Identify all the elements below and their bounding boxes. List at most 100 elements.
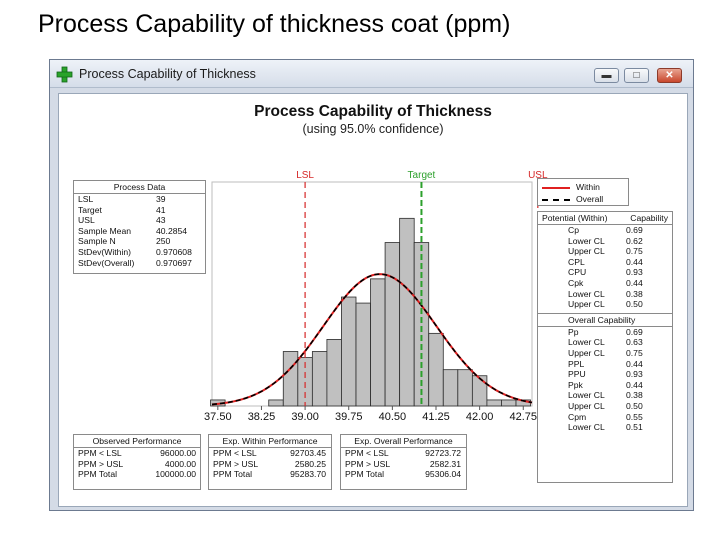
table-row: StDev(Within) 0.970608 bbox=[74, 247, 205, 258]
table-row: Target 41 bbox=[74, 205, 205, 216]
legend-overall: Overall bbox=[576, 194, 604, 204]
row-label: PPU bbox=[568, 369, 586, 380]
table-row: Lower CL 0.63 bbox=[538, 337, 672, 348]
row-value: 0.55 bbox=[626, 411, 643, 422]
row-label: Upper CL bbox=[568, 246, 605, 257]
table-row: Lower CL 0.38 bbox=[538, 289, 672, 300]
maximize-button[interactable]: □ bbox=[624, 68, 649, 83]
minimize-button[interactable]: ▬ bbox=[594, 68, 619, 83]
row-value: 0.44 bbox=[626, 277, 643, 288]
potential-header-right: Capability bbox=[630, 213, 668, 223]
table-row: Cp 0.69 bbox=[538, 225, 672, 236]
row-value: 0.75 bbox=[626, 246, 643, 257]
row-label: Cpk bbox=[568, 277, 584, 288]
row-label: Upper CL bbox=[568, 400, 605, 411]
histogram-bar bbox=[413, 242, 430, 407]
row-label: Upper CL bbox=[568, 347, 605, 358]
x-tick-label: 40.50 bbox=[379, 411, 407, 423]
row-label: StDev(Overall) bbox=[78, 257, 135, 268]
row-value: 40.2854 bbox=[156, 225, 188, 236]
table-row: PPM < LSL 92723.72 bbox=[341, 448, 466, 459]
row-value: 0.69 bbox=[626, 326, 643, 337]
green-plus-icon bbox=[56, 66, 73, 83]
capability-window: Process Capability of Thickness ▬ □ ✕ Pr… bbox=[49, 59, 694, 511]
row-label: StDev(Within) bbox=[78, 246, 132, 257]
row-value: 2582.31 bbox=[429, 458, 461, 469]
histogram-bar bbox=[442, 369, 459, 407]
row-label: Lower CL bbox=[568, 422, 605, 433]
minimize-icon: ▬ bbox=[601, 70, 612, 81]
row-value: 0.93 bbox=[626, 369, 643, 380]
table-row: PPM Total 95306.04 bbox=[341, 469, 466, 480]
table-row: Sample N 250 bbox=[74, 236, 205, 247]
x-axis-ticks: 37.50 38.25 39.00 39.75 40.50 41.25 42.00 42.75 bbox=[204, 406, 537, 423]
potential-capability-header: Potential (Within) Capability bbox=[538, 212, 672, 225]
row-value: 43 bbox=[156, 215, 166, 226]
table-row: PPL 0.44 bbox=[538, 359, 672, 370]
row-label: USL bbox=[78, 215, 95, 226]
histogram-bar bbox=[311, 351, 328, 407]
row-value: 96000.00 bbox=[160, 448, 196, 458]
table-row: PPM > USL 2582.31 bbox=[341, 459, 466, 470]
table-row: PPM < LSL 96000.00 bbox=[74, 448, 200, 459]
process-data-header: Process Data bbox=[74, 181, 205, 194]
x-tick-label: 39.75 bbox=[335, 411, 363, 423]
row-value: 95306.04 bbox=[425, 469, 461, 480]
histogram-bar bbox=[370, 278, 386, 407]
x-tick-label: 39.00 bbox=[291, 411, 319, 423]
observed-performance-header: Observed Performance bbox=[74, 435, 200, 448]
row-value: 0.970608 bbox=[156, 246, 192, 257]
within-line-swatch bbox=[542, 186, 570, 189]
table-row: PPM > USL 2580.25 bbox=[209, 459, 331, 470]
exp-within-performance-header: Exp. Within Performance bbox=[209, 435, 331, 448]
histogram-bar bbox=[282, 351, 299, 407]
spec-label-usl: USL bbox=[528, 170, 548, 181]
row-value: 0.93 bbox=[626, 267, 643, 278]
table-row: PPM Total 100000.00 bbox=[74, 469, 200, 480]
exp-within-performance-table: Exp. Within Performance PPM < LSL 92703.4… bbox=[208, 434, 332, 490]
capability-table: Potential (Within) Capability Cp 0.69 Low… bbox=[537, 211, 673, 483]
row-value: 4000.00 bbox=[164, 458, 196, 469]
table-row: PPU 0.93 bbox=[538, 369, 672, 380]
table-row: Lower CL 0.38 bbox=[538, 390, 672, 401]
row-value: 0.44 bbox=[626, 256, 643, 267]
row-value: 100000.00 bbox=[155, 469, 196, 480]
row-value: 0.75 bbox=[626, 347, 643, 358]
row-label: Lower CL bbox=[568, 390, 605, 401]
close-button[interactable]: ✕ bbox=[657, 68, 682, 83]
table-row: Lower CL 0.51 bbox=[538, 422, 672, 433]
distribution-curves bbox=[211, 273, 533, 406]
exp-overall-performance-table: Exp. Overall Performance PPM < LSL 92723.… bbox=[340, 434, 467, 490]
spec-label-target: Target bbox=[408, 170, 436, 181]
row-label: PPM > USL bbox=[213, 458, 259, 469]
row-label: PPM < LSL bbox=[345, 448, 389, 458]
table-row: Upper CL 0.50 bbox=[538, 401, 672, 412]
process-data-table: Process Data LSL 39 Target 41 USL 43 Sample… bbox=[73, 180, 206, 274]
table-row: Sample Mean 40.2854 bbox=[74, 226, 205, 237]
chart-subtitle: (using 95.0% confidence) bbox=[302, 122, 443, 136]
table-row: USL 43 bbox=[74, 215, 205, 226]
maximize-icon: □ bbox=[633, 70, 640, 81]
row-value: 0.51 bbox=[626, 422, 643, 433]
row-label: PPM > USL bbox=[78, 458, 124, 469]
window-titlebar[interactable]: Process Capability of Thickness ▬ □ ✕ bbox=[50, 60, 693, 88]
histogram-bar bbox=[326, 339, 342, 407]
row-value: 92703.45 bbox=[290, 448, 326, 458]
table-row: Pp 0.69 bbox=[538, 327, 672, 338]
histogram-bar bbox=[428, 332, 444, 407]
row-value: 0.62 bbox=[626, 235, 643, 246]
window-title: Process Capability of Thickness bbox=[79, 67, 256, 81]
row-value: 0.50 bbox=[626, 400, 643, 411]
row-label: Target bbox=[78, 204, 102, 215]
table-row: Upper CL 0.75 bbox=[538, 246, 672, 257]
row-value: 0.69 bbox=[626, 225, 643, 235]
x-tick-label: 41.25 bbox=[422, 411, 450, 423]
histogram-bar bbox=[486, 399, 502, 407]
row-value: 250 bbox=[156, 236, 171, 247]
row-label: PPL bbox=[568, 358, 585, 369]
row-label: PPM < LSL bbox=[78, 448, 122, 458]
row-label: Lower CL bbox=[568, 288, 605, 299]
row-label: CPU bbox=[568, 267, 587, 278]
row-value: 2580.25 bbox=[294, 458, 326, 469]
row-label: Cpm bbox=[568, 411, 587, 422]
